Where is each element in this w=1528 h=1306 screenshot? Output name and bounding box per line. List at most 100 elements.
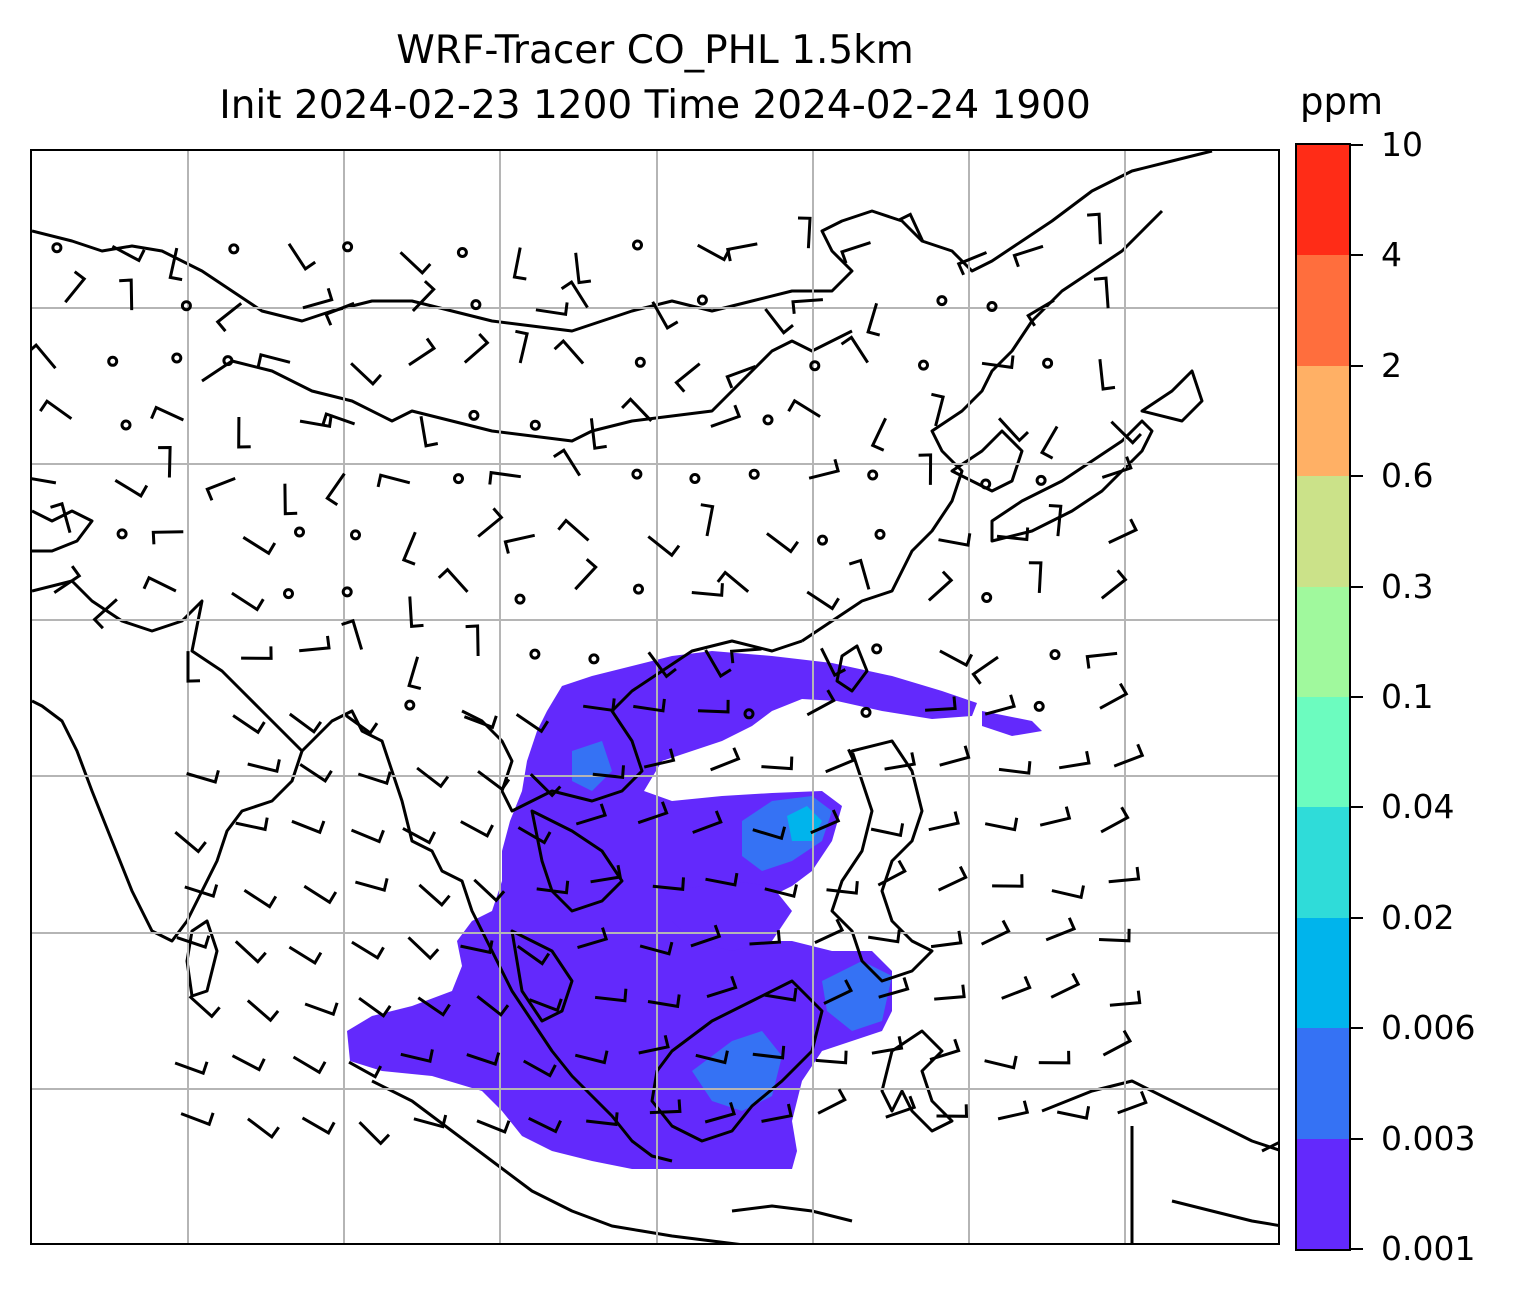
wind-barb [341,618,364,650]
wind-barb [237,416,251,449]
wind-barb [299,635,331,653]
wind-barb [466,1052,501,1067]
wind-barb [764,308,794,335]
wind-barb [529,773,562,798]
calm-wind-circle [874,528,886,540]
wind-barb [288,945,323,965]
wind-barb [358,1121,391,1146]
wind-barb [878,977,910,999]
wind-barb [304,1002,339,1017]
wind-barb [980,919,1011,946]
wind-barb [749,930,782,946]
wind-barb [1048,504,1063,537]
wind-barb [1028,561,1043,593]
calm-wind-circle [867,469,879,481]
calm-wind-circle [860,706,872,718]
calm-wind-circle [918,359,929,371]
wind-barb [787,398,821,418]
wind-barb [53,565,82,594]
wind-barb [690,924,722,948]
colorbar-segment-1 [1297,1028,1349,1139]
wind-barb [463,332,490,364]
wind-barb [826,880,859,895]
calm-wind-circle [1049,649,1061,661]
calm-wind-circle [470,299,482,311]
wind-barb [840,241,871,264]
wind-barb [401,531,417,566]
wind-barb [419,416,439,448]
wind-barb [577,927,609,950]
wind-barb [871,1036,904,1055]
calm-wind-circle [453,473,464,485]
wind-barb [1108,518,1139,544]
wind-barb [417,996,451,1017]
wind-barb [1039,806,1072,827]
wind-barb [168,247,183,282]
wind-barb [647,651,677,679]
wind-barb [984,817,1019,832]
colorbar-segment-0 [1297,1138,1349,1249]
wind-barb [761,756,794,771]
wind-barb [929,1038,961,1061]
wind-barb [299,763,333,783]
calm-wind-circle [107,355,119,367]
wind-barb [515,713,550,734]
wind-barb [246,1117,280,1140]
wind-barb [574,558,598,591]
wind-barb [764,884,798,899]
calm-wind-circle [633,583,644,595]
wind-barb [1101,456,1133,479]
wind-barb [930,930,963,949]
wind-barb [934,984,966,1001]
wind-barb [1045,917,1077,942]
wind-barb [463,715,498,730]
wind-barb [840,335,869,364]
wind-barb [242,536,277,556]
wind-barb [939,745,971,767]
wind-barb [1099,682,1129,710]
wind-barb [1039,425,1059,460]
wind-barb [180,1112,215,1127]
lat-lon-gridlines [32,151,1278,1243]
wind-barb [358,996,392,1018]
wind-barb [150,405,185,422]
wind-barb [637,801,669,825]
wind-barb [870,823,905,838]
wind-barb [639,941,674,956]
colorbar-tick-mark [1351,1137,1363,1140]
wind-barb [142,575,177,593]
wind-barb [476,1119,511,1134]
wind-barb [651,301,679,330]
colorbar [1295,143,1351,1251]
wind-barb [1098,928,1131,943]
wind-barb [1026,299,1055,327]
wind-barb [32,342,57,370]
calm-wind-circle [456,247,468,258]
wind-barb [956,251,988,276]
wind-barb [810,809,841,835]
wind-barb [1093,276,1110,309]
wind-barb [243,889,278,909]
wind-barb [186,770,220,784]
wind-barb [408,596,424,629]
wind-barb [557,518,590,542]
wind-barb [997,417,1030,443]
wind-barb [984,1055,1018,1070]
wind-barb [291,819,326,835]
wind-barb [647,994,681,1009]
wind-barb [402,827,437,845]
calm-wind-circle [871,643,883,655]
calm-wind-circle [222,355,234,367]
map-panel [30,149,1280,1245]
wind-barb [1056,1105,1091,1120]
wind-barb [517,826,552,845]
calm-wind-circle [936,295,948,307]
wind-barb [256,352,291,367]
wind-barb [176,935,211,950]
wind-barb [971,655,999,685]
wind-barb [292,1055,327,1075]
colorbar-tick-mark [1351,1248,1363,1250]
calm-wind-circle [404,699,416,711]
map-canvas [32,151,1278,1243]
wind-barbs [32,212,1148,1146]
